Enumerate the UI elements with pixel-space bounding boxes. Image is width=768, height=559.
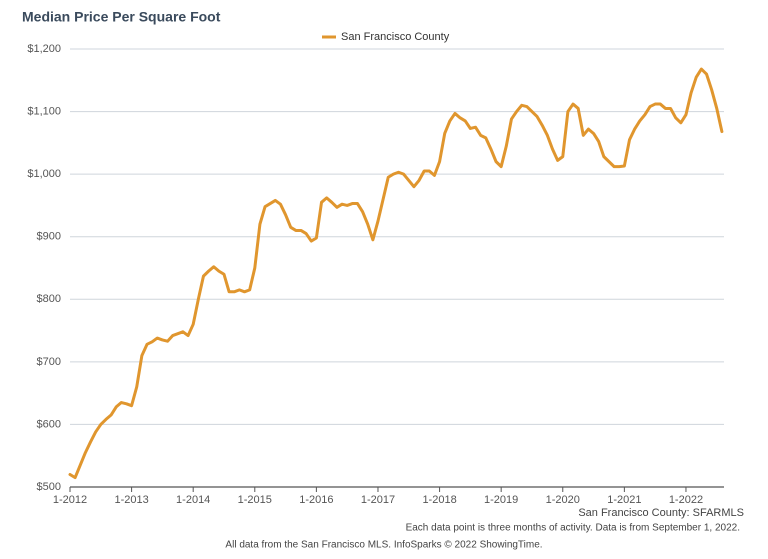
y-tick-label: $600 (37, 418, 61, 430)
y-tick-label: $900 (37, 231, 61, 243)
x-tick-label: 1-2019 (484, 494, 518, 506)
y-tick-label: $700 (37, 356, 61, 368)
y-tick-label: $800 (37, 293, 61, 305)
legend-label: San Francisco County (341, 31, 450, 43)
x-tick-label: 1-2018 (422, 494, 456, 506)
note: Each data point is three months of activ… (406, 523, 740, 534)
x-tick-label: 1-2017 (361, 494, 395, 506)
line (68, 67, 724, 480)
x-tick-label: 1-2016 (299, 494, 333, 506)
x-tick-label: 1-2020 (546, 494, 580, 506)
chart-title: Median Price Per Square Foot (22, 9, 221, 25)
footer: All data from the San Francisco MLS. Inf… (225, 540, 542, 551)
source: San Francisco County: SFARMLS (578, 507, 744, 519)
y-tick-label: $1,000 (27, 168, 61, 180)
x-tick-label: 1-2015 (238, 494, 272, 506)
x-tick-label: 1-2013 (114, 494, 148, 506)
y-tick-label: $1,100 (27, 105, 61, 117)
x-tick-label: 1-2022 (669, 494, 703, 506)
x-tick-label: 1-2021 (607, 494, 641, 506)
x-tick-label: 1-2014 (176, 494, 210, 506)
x-tick-label: 1-2012 (53, 494, 87, 506)
y-tick-label: $500 (37, 481, 61, 493)
y-tick-label: $1,200 (27, 43, 61, 55)
